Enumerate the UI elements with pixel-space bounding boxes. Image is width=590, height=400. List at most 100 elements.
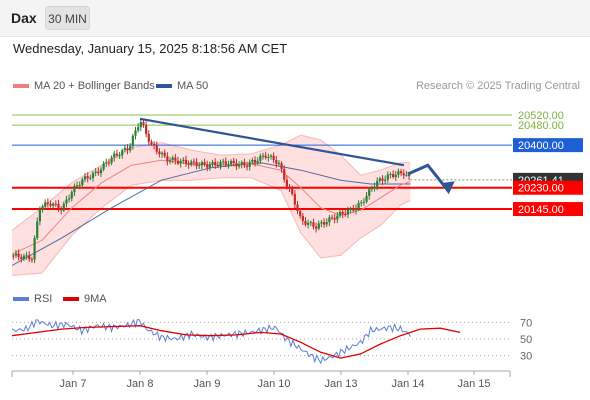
- candle-body: [78, 184, 81, 186]
- candle-body: [216, 165, 219, 167]
- rsi-tick-label: 30: [520, 351, 532, 363]
- candle-body: [150, 141, 153, 145]
- candle-body: [176, 160, 180, 164]
- candle-body: [227, 164, 230, 166]
- candle-body: [99, 169, 103, 174]
- candle-body: [33, 237, 36, 260]
- candle-body: [195, 162, 198, 167]
- candle-body: [182, 159, 185, 161]
- candle-body: [36, 221, 39, 238]
- candle-body: [184, 159, 188, 164]
- symbol-label: Dax: [11, 10, 37, 26]
- ma20-line: [11, 159, 411, 255]
- candle-body: [368, 189, 371, 196]
- rsi-line: [11, 318, 411, 365]
- x-tick-label: Jan 9: [194, 378, 221, 390]
- copyright-note: Research © 2025 Trading Central: [415, 80, 580, 92]
- ma20-swatch: [13, 84, 29, 89]
- candle-body: [373, 186, 376, 189]
- candle-body: [110, 157, 113, 163]
- candle-body: [357, 203, 360, 209]
- ma50-swatch: [156, 84, 172, 89]
- candle-body: [203, 162, 206, 165]
- candle-body: [253, 159, 257, 163]
- candle-body: [405, 174, 408, 176]
- candle-body: [192, 161, 196, 163]
- candle-body: [320, 222, 323, 224]
- candle-body: [293, 194, 296, 205]
- candle-body: [352, 208, 355, 211]
- candle-body: [44, 202, 47, 207]
- candle-body: [307, 222, 310, 225]
- candle-body: [219, 161, 222, 166]
- candle-body: [344, 214, 347, 216]
- candle-body: [20, 256, 23, 259]
- candle-body: [60, 208, 63, 211]
- x-tick-label: Jan 15: [457, 378, 490, 390]
- candle-body: [362, 201, 366, 203]
- candle-body: [237, 164, 241, 167]
- timestamp: Wednesday, January 15, 2025 8:18:56 AM C…: [13, 41, 288, 56]
- candle-body: [107, 162, 111, 164]
- candle-body: [57, 203, 60, 209]
- level-label-20520.00: 20520.00: [518, 110, 564, 122]
- candle-body: [400, 171, 403, 174]
- candle-body: [222, 161, 225, 163]
- candle-body: [46, 202, 49, 204]
- interval-button[interactable]: 30 MIN: [45, 6, 90, 30]
- candle-body: [259, 155, 262, 161]
- level-label-bg: [513, 138, 583, 153]
- candle-body: [317, 223, 320, 229]
- candle-body: [65, 199, 68, 204]
- candle-body: [245, 165, 249, 168]
- top-bar: Dax 30 MIN: [0, 0, 590, 37]
- legend-ma50: MA 50: [156, 80, 208, 92]
- bollinger-band-area: [12, 135, 411, 276]
- candle-body: [283, 168, 286, 180]
- candle-body: [315, 226, 318, 229]
- candle-body: [54, 203, 57, 205]
- legend-9ma: 9MA: [63, 293, 107, 305]
- legend-ma20: MA 20 + Bollinger Bands: [13, 80, 155, 92]
- candle-body: [365, 195, 368, 202]
- candle-body: [261, 155, 265, 157]
- candle-body: [214, 161, 217, 166]
- candle-body: [70, 192, 73, 199]
- level-label-20145.00: 20145.00: [518, 204, 564, 216]
- candle-body: [230, 160, 233, 165]
- bollinger-lower-line: [11, 177, 411, 276]
- candle-body: [137, 127, 140, 131]
- candle-body: [28, 255, 31, 260]
- candle-body: [142, 122, 145, 126]
- rsi-label: RSI: [34, 293, 53, 305]
- x-tick-label: Jan 7: [60, 378, 87, 390]
- candle-body: [299, 211, 302, 216]
- candle-body: [174, 157, 177, 161]
- candle-body: [407, 174, 411, 177]
- candle-body: [378, 178, 381, 181]
- candle-body: [376, 180, 379, 187]
- candle-body: [338, 211, 342, 216]
- candle-body: [168, 160, 172, 162]
- candle-body: [94, 171, 97, 173]
- rsi-ma-line: [11, 325, 461, 359]
- candle-body: [211, 161, 214, 165]
- candle-body: [83, 176, 87, 180]
- projection-arrow-head: [440, 181, 455, 195]
- candle-body: [381, 178, 384, 181]
- candle-body: [333, 217, 336, 220]
- candle-body: [341, 211, 344, 215]
- candle-body: [397, 171, 400, 175]
- legend-rsi: RSI: [13, 293, 52, 305]
- candle-body: [49, 203, 52, 206]
- candle-body: [280, 163, 283, 169]
- candle-body: [208, 164, 211, 168]
- candle-body: [158, 151, 161, 155]
- candle-body: [187, 163, 190, 165]
- candle-body: [102, 163, 105, 170]
- candle-body: [285, 179, 288, 187]
- candle-body: [370, 188, 373, 190]
- candle-body: [14, 253, 18, 256]
- candle-body: [248, 162, 251, 168]
